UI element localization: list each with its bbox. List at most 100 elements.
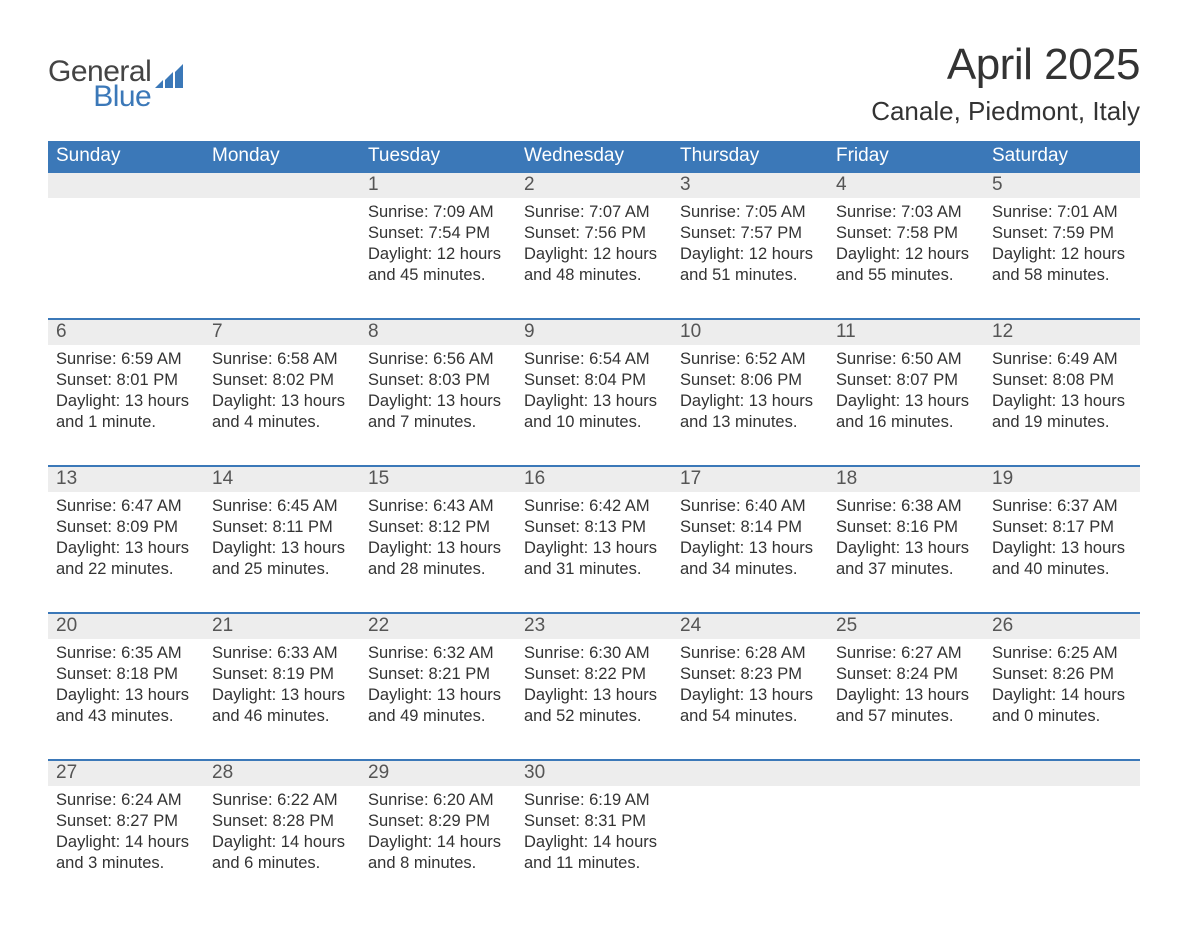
day-number xyxy=(204,173,360,198)
day-line: Daylight: 14 hours and 11 minutes. xyxy=(524,832,664,874)
day-number: 14 xyxy=(204,467,360,492)
day-line: Daylight: 13 hours and 46 minutes. xyxy=(212,685,352,727)
day-line: Sunset: 8:17 PM xyxy=(992,517,1132,538)
day-cell xyxy=(984,786,1140,906)
week-row: 13141516171819Sunrise: 6:47 AMSunset: 8:… xyxy=(48,465,1140,612)
day-cell: Sunrise: 6:56 AMSunset: 8:03 PMDaylight:… xyxy=(360,345,516,465)
day-cell: Sunrise: 7:09 AMSunset: 7:54 PMDaylight:… xyxy=(360,198,516,318)
day-line: Sunrise: 7:01 AM xyxy=(992,202,1132,223)
day-number: 2 xyxy=(516,173,672,198)
day-number xyxy=(672,761,828,786)
logo-word-blue: Blue xyxy=(48,83,151,112)
day-line: Sunset: 7:58 PM xyxy=(836,223,976,244)
day-line: Sunset: 8:09 PM xyxy=(56,517,196,538)
day-line: Sunset: 8:23 PM xyxy=(680,664,820,685)
calendar: Sunday Monday Tuesday Wednesday Thursday… xyxy=(48,141,1140,906)
day-line: Sunset: 8:21 PM xyxy=(368,664,508,685)
day-line: Sunrise: 6:45 AM xyxy=(212,496,352,517)
day-line: Sunrise: 7:09 AM xyxy=(368,202,508,223)
day-number: 16 xyxy=(516,467,672,492)
day-number: 29 xyxy=(360,761,516,786)
day-cell: Sunrise: 6:19 AMSunset: 8:31 PMDaylight:… xyxy=(516,786,672,906)
day-line: Daylight: 13 hours and 25 minutes. xyxy=(212,538,352,580)
day-cell: Sunrise: 7:01 AMSunset: 7:59 PMDaylight:… xyxy=(984,198,1140,318)
day-line: Daylight: 13 hours and 10 minutes. xyxy=(524,391,664,433)
day-line: Sunset: 8:26 PM xyxy=(992,664,1132,685)
day-cell: Sunrise: 6:28 AMSunset: 8:23 PMDaylight:… xyxy=(672,639,828,759)
day-line: Sunset: 8:12 PM xyxy=(368,517,508,538)
daynum-row: 20212223242526 xyxy=(48,614,1140,639)
day-line: Daylight: 13 hours and 43 minutes. xyxy=(56,685,196,727)
day-line: Sunrise: 6:54 AM xyxy=(524,349,664,370)
day-line: Sunrise: 6:37 AM xyxy=(992,496,1132,517)
day-line: Sunset: 8:28 PM xyxy=(212,811,352,832)
day-cell: Sunrise: 6:47 AMSunset: 8:09 PMDaylight:… xyxy=(48,492,204,612)
day-cell: Sunrise: 6:54 AMSunset: 8:04 PMDaylight:… xyxy=(516,345,672,465)
day-cell: Sunrise: 6:37 AMSunset: 8:17 PMDaylight:… xyxy=(984,492,1140,612)
week-row: 20212223242526Sunrise: 6:35 AMSunset: 8:… xyxy=(48,612,1140,759)
day-cell xyxy=(204,198,360,318)
day-line: Sunset: 8:18 PM xyxy=(56,664,196,685)
day-cell xyxy=(828,786,984,906)
day-line: Daylight: 13 hours and 1 minute. xyxy=(56,391,196,433)
day-line: Sunset: 8:24 PM xyxy=(836,664,976,685)
day-line: Daylight: 12 hours and 45 minutes. xyxy=(368,244,508,286)
day-line: Daylight: 13 hours and 37 minutes. xyxy=(836,538,976,580)
day-cell: Sunrise: 7:03 AMSunset: 7:58 PMDaylight:… xyxy=(828,198,984,318)
day-number: 4 xyxy=(828,173,984,198)
week-row: 12345Sunrise: 7:09 AMSunset: 7:54 PMDayl… xyxy=(48,173,1140,318)
day-line: Daylight: 12 hours and 55 minutes. xyxy=(836,244,976,286)
day-cell: Sunrise: 6:38 AMSunset: 8:16 PMDaylight:… xyxy=(828,492,984,612)
day-number: 25 xyxy=(828,614,984,639)
day-line: Sunrise: 6:24 AM xyxy=(56,790,196,811)
day-cell xyxy=(48,198,204,318)
day-number: 3 xyxy=(672,173,828,198)
logo-bars-icon xyxy=(155,64,189,88)
weekday-thursday: Thursday xyxy=(672,141,828,173)
day-line: Sunset: 8:02 PM xyxy=(212,370,352,391)
day-line: Sunrise: 6:30 AM xyxy=(524,643,664,664)
day-cell: Sunrise: 6:45 AMSunset: 8:11 PMDaylight:… xyxy=(204,492,360,612)
day-number: 15 xyxy=(360,467,516,492)
day-line: Daylight: 13 hours and 19 minutes. xyxy=(992,391,1132,433)
weekday-tuesday: Tuesday xyxy=(360,141,516,173)
day-cell: Sunrise: 6:50 AMSunset: 8:07 PMDaylight:… xyxy=(828,345,984,465)
day-cell: Sunrise: 6:35 AMSunset: 8:18 PMDaylight:… xyxy=(48,639,204,759)
day-line: Sunrise: 6:47 AM xyxy=(56,496,196,517)
day-number: 10 xyxy=(672,320,828,345)
day-line: Daylight: 13 hours and 22 minutes. xyxy=(56,538,196,580)
day-line: Daylight: 13 hours and 7 minutes. xyxy=(368,391,508,433)
day-line: Daylight: 12 hours and 58 minutes. xyxy=(992,244,1132,286)
day-number: 6 xyxy=(48,320,204,345)
day-number: 20 xyxy=(48,614,204,639)
day-number: 24 xyxy=(672,614,828,639)
day-line: Sunrise: 7:05 AM xyxy=(680,202,820,223)
day-line: Sunset: 8:08 PM xyxy=(992,370,1132,391)
day-cell: Sunrise: 6:27 AMSunset: 8:24 PMDaylight:… xyxy=(828,639,984,759)
day-number xyxy=(828,761,984,786)
day-line: Daylight: 13 hours and 13 minutes. xyxy=(680,391,820,433)
day-line: Sunset: 8:27 PM xyxy=(56,811,196,832)
day-line: Sunset: 8:29 PM xyxy=(368,811,508,832)
day-number: 8 xyxy=(360,320,516,345)
day-number: 19 xyxy=(984,467,1140,492)
day-line: Daylight: 14 hours and 3 minutes. xyxy=(56,832,196,874)
day-cell: Sunrise: 6:52 AMSunset: 8:06 PMDaylight:… xyxy=(672,345,828,465)
day-line: Sunrise: 6:19 AM xyxy=(524,790,664,811)
day-line: Sunrise: 6:22 AM xyxy=(212,790,352,811)
day-number: 27 xyxy=(48,761,204,786)
day-number: 18 xyxy=(828,467,984,492)
day-line: Daylight: 13 hours and 54 minutes. xyxy=(680,685,820,727)
day-line: Sunrise: 6:49 AM xyxy=(992,349,1132,370)
week-row: 6789101112Sunrise: 6:59 AMSunset: 8:01 P… xyxy=(48,318,1140,465)
day-line: Sunset: 8:14 PM xyxy=(680,517,820,538)
day-number: 26 xyxy=(984,614,1140,639)
weekday-saturday: Saturday xyxy=(984,141,1140,173)
day-cell: Sunrise: 6:33 AMSunset: 8:19 PMDaylight:… xyxy=(204,639,360,759)
day-cell: Sunrise: 6:30 AMSunset: 8:22 PMDaylight:… xyxy=(516,639,672,759)
day-line: Sunset: 8:19 PM xyxy=(212,664,352,685)
day-cell: Sunrise: 7:07 AMSunset: 7:56 PMDaylight:… xyxy=(516,198,672,318)
weeks-container: 12345Sunrise: 7:09 AMSunset: 7:54 PMDayl… xyxy=(48,173,1140,906)
day-cell: Sunrise: 6:24 AMSunset: 8:27 PMDaylight:… xyxy=(48,786,204,906)
weekday-friday: Friday xyxy=(828,141,984,173)
